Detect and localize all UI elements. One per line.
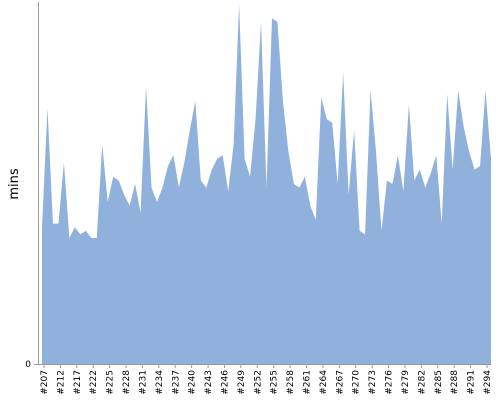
x-tick-label: #255 — [270, 370, 280, 395]
x-tick-label: #261 — [303, 370, 313, 395]
x-tick-label: #288 — [450, 370, 460, 395]
x-tick-label: #276 — [385, 370, 395, 395]
x-tick-label: #217 — [73, 370, 83, 395]
x-tick-label: #273 — [368, 370, 378, 395]
x-tick-label: #225 — [106, 370, 116, 395]
x-tick-label: #240 — [188, 370, 198, 395]
x-axis-ticks: #207 #212 #217 #222 #225 #228 #231 #234 #237 #240… — [40, 365, 493, 395]
y-axis-ticks: 0 — [25, 360, 38, 370]
x-tick-label: #270 — [352, 370, 362, 395]
x-tick-label: #222 — [89, 370, 99, 395]
x-tick-label: #234 — [155, 370, 165, 395]
y-tick-label: 0 — [25, 360, 31, 370]
x-tick-label: #294 — [483, 370, 493, 395]
x-tick-label: #246 — [220, 370, 230, 395]
x-tick-label: #285 — [434, 370, 444, 395]
x-tick-label: #207 — [40, 370, 50, 395]
x-tick-label: #231 — [138, 370, 148, 395]
x-tick-label: #291 — [467, 370, 477, 395]
y-axis-label: mins — [7, 168, 22, 200]
x-tick-label: #267 — [335, 370, 345, 395]
x-tick-label: #282 — [417, 370, 427, 395]
x-tick-label: #264 — [319, 370, 329, 395]
x-tick-label: #212 — [56, 370, 66, 395]
series-area — [42, 4, 491, 364]
x-tick-label: #258 — [286, 370, 296, 395]
x-tick-label: #279 — [401, 370, 411, 395]
x-tick-label: #243 — [204, 370, 214, 395]
x-tick-label: #237 — [171, 370, 181, 395]
x-tick-label: #252 — [253, 370, 263, 395]
x-tick-label: #249 — [237, 370, 247, 395]
x-tick-label: #228 — [122, 370, 132, 395]
